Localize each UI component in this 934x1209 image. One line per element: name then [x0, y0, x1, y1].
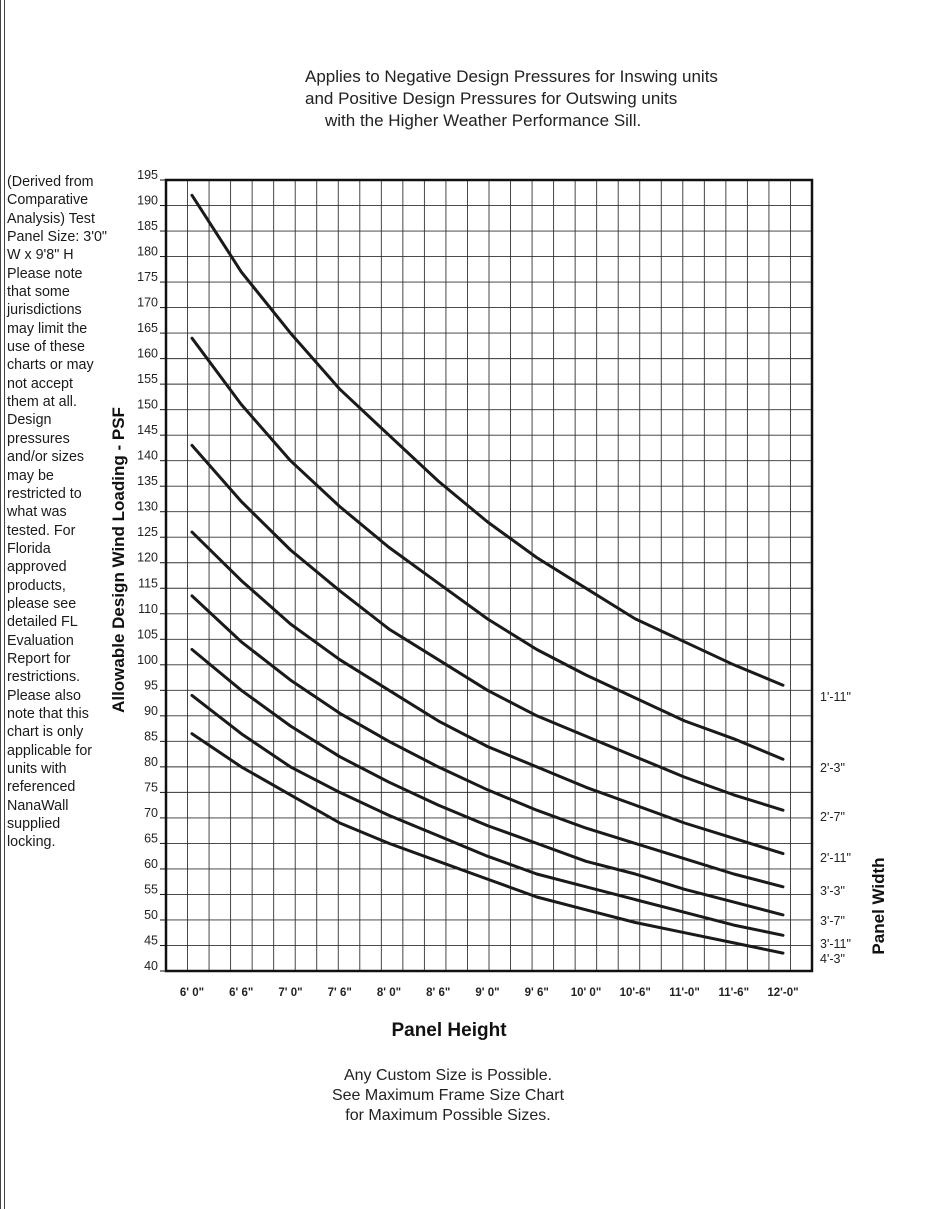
panel-width-labels: 1'-11" 2'-3" 2'-7" 2'-11" 3'-3" 3'-7" 3'-11"4'… — [820, 690, 851, 966]
x-tick-label: 8' 0" — [377, 987, 401, 999]
y-tick-label: 45 — [144, 933, 158, 947]
y-tick-label: 155 — [137, 372, 158, 386]
y-tick-label: 160 — [137, 347, 158, 361]
y-tick-label: 40 — [144, 959, 158, 973]
x-tick-label: 6' 6" — [229, 987, 253, 999]
chart-applicability-note: Applies to Negative Design Pressures for… — [305, 66, 775, 132]
note-line-3: with the Higher Weather Performance Sill… — [325, 111, 642, 130]
series-line — [190, 693, 785, 937]
legend-title: Panel Width — [869, 857, 888, 954]
x-tick-label: 10' 0" — [571, 987, 602, 999]
y-tick-label: 80 — [144, 755, 158, 769]
x-axis-title: Panel Height — [391, 1020, 507, 1041]
page-edge-line — [0, 0, 5, 1209]
y-tick-label: 130 — [137, 500, 158, 514]
x-tick-label: 9' 6" — [525, 987, 549, 999]
x-tick-label: 8' 6" — [426, 987, 450, 999]
x-tick-label: 11'-0" — [669, 987, 700, 999]
y-tick-label: 180 — [137, 245, 158, 259]
series-lines — [190, 193, 785, 955]
y-tick-label: 60 — [144, 857, 158, 871]
panel-width-label: 2'-11" — [820, 851, 851, 865]
y-tick-label: 85 — [144, 729, 158, 743]
plot-frame — [164, 178, 814, 973]
series-line — [190, 648, 785, 917]
y-tick-label: 75 — [144, 780, 158, 794]
series-line — [190, 443, 785, 812]
y-tick-label: 150 — [137, 398, 158, 412]
panel-width-label: 3'-7" — [820, 914, 845, 928]
y-tick-label: 120 — [137, 551, 158, 565]
y-tick-label: 175 — [137, 270, 158, 284]
x-tick-label: 9' 0" — [475, 987, 499, 999]
x-tick-label: 10'-6" — [620, 987, 651, 999]
series-line — [190, 732, 785, 955]
y-tick-label: 95 — [144, 678, 158, 692]
y-tick-label: 140 — [137, 449, 158, 463]
footer-line-2: See Maximum Frame Size Chart — [331, 1087, 565, 1104]
footer-line-1: Any Custom Size is Possible. — [343, 1067, 553, 1084]
x-tick-label: 7' 6" — [328, 987, 352, 999]
y-tick-label: 165 — [137, 321, 158, 335]
x-tick-label: 6' 0" — [180, 987, 204, 999]
side-disclaimer-note: (Derived from Comparative Analysis) Test… — [7, 174, 108, 851]
x-tick-label: 12'-0" — [767, 987, 798, 999]
panel-width-label: 1'-11" — [820, 690, 851, 704]
y-tick-label: 65 — [144, 831, 158, 845]
grid-lines — [166, 180, 812, 971]
y-tick-label: 195 — [137, 168, 158, 182]
y-axis-ticks: 40 45 50 55 60 65 70 75 80 85 90 95 100 105 110 115 120 1… — [137, 168, 166, 973]
y-axis-title: Allowable Design Wind Loading - PSF — [109, 407, 128, 713]
series-line — [190, 530, 785, 856]
y-tick-label: 170 — [137, 296, 158, 310]
footer-note: Any Custom Size is Possible. See Maximum… — [280, 1066, 616, 1126]
x-axis-ticks: 6' 0" 6' 6" 7' 0" 7' 6" 8' 0" 8' 6" 9' 0" 9' 6"… — [180, 987, 799, 999]
panel-width-label: 4'-3" — [820, 952, 845, 966]
panel-width-label: 2'-3" — [820, 761, 845, 775]
y-tick-label: 105 — [137, 627, 158, 641]
y-tick-label: 50 — [144, 908, 158, 922]
y-tick-label: 185 — [137, 219, 158, 233]
series-line — [190, 594, 785, 889]
panel-width-label: 2'-7" — [820, 810, 845, 824]
y-tick-label: 100 — [137, 653, 158, 667]
y-tick-label: 135 — [137, 474, 158, 488]
y-tick-label: 70 — [144, 806, 158, 820]
y-tick-label: 115 — [138, 576, 158, 590]
note-line-1: Applies to Negative Design Pressures for… — [305, 67, 718, 86]
footer-line-3: for Maximum Possible Sizes. — [345, 1107, 551, 1124]
y-tick-label: 125 — [137, 525, 158, 539]
x-tick-label: 11'-6" — [718, 987, 749, 999]
note-line-2: and Positive Design Pressures for Outswi… — [305, 89, 678, 108]
y-tick-label: 55 — [144, 882, 158, 896]
series-line — [190, 336, 785, 761]
y-tick-label: 110 — [138, 602, 158, 616]
panel-width-label: 3'-11" — [820, 937, 851, 951]
y-tick-label: 190 — [137, 194, 158, 208]
y-tick-label: 145 — [137, 423, 158, 437]
y-tick-label: 90 — [144, 704, 158, 718]
x-tick-label: 7' 0" — [278, 987, 302, 999]
panel-width-label: 3'-3" — [820, 884, 845, 898]
series-line — [190, 193, 785, 687]
